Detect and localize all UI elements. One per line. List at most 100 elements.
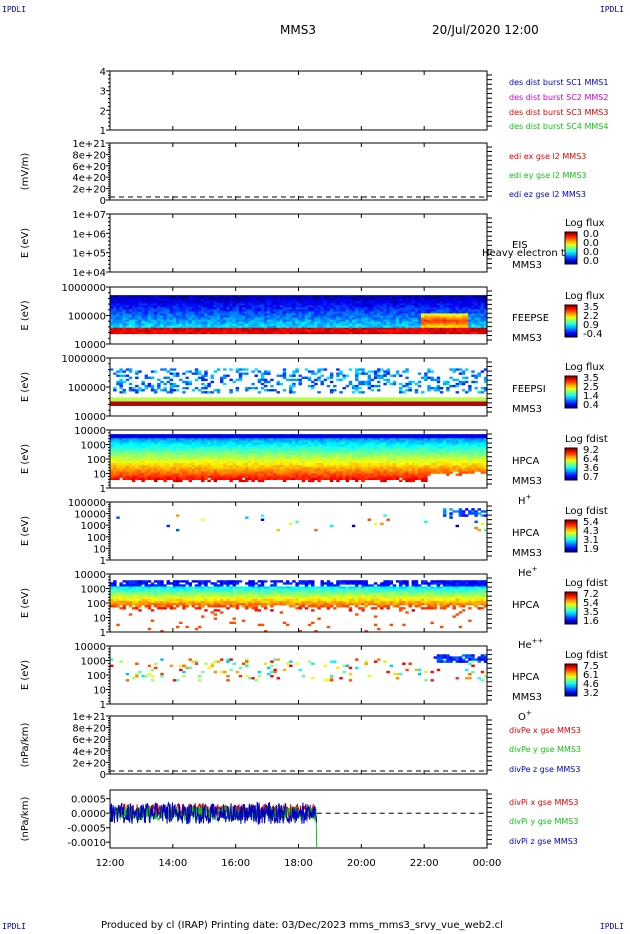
panel-hpca-o-spectrogram [110,654,488,682]
panel-divpi-legend-item: divPi x gse MMS3 [509,798,578,807]
panel-divpe-ytick-label: 1e+21 [72,712,106,723]
panel-hpca-h-species: H+ [518,493,532,507]
panel-divpe-legend-item: divPe z gse MMS3 [509,765,580,774]
panel-eis-colorbar [564,231,578,265]
x-axis-tick-label: 12:00 [96,858,125,869]
panel-eis-colorbar-tick: 0.0 [583,256,599,267]
panel-feepsi-spectrogram [110,368,488,406]
panel-des-ytick-label: 4 [100,67,106,78]
x-axis-tick-label: 00:00 [473,858,502,869]
panel-hpca-o-frame [109,645,488,705]
panel-divpe-ytick-label: 2e+20 [72,758,106,769]
panel-hpca-he-frame [109,501,488,561]
panel-hpca-hepp-colorbar-tick: 3.5 [583,607,599,618]
panel-feepse-instrument: FEEPSE [512,313,549,324]
panel-feepse-ytick-label: 1000000 [61,283,106,294]
panel-hpca-he-species: He+ [518,565,538,579]
panel-hpca-he-ylabel: E (eV) [20,516,31,546]
panel-edi-ytick-label: 6e+20 [72,162,106,173]
panel-hpca-hepp-spectrogram [110,580,488,633]
panel-hpca-he-colorbar-tick: 1.9 [583,544,599,555]
panel-hpca-he-colorbar-title: Log fdist [565,506,608,517]
panel-feepse-colorbar-tick: -0.4 [583,329,603,340]
panel-edi-ylabel: (mV/m) [20,153,31,191]
panel-hpca-hepp-colorbar-tick: 1.6 [583,616,599,627]
panel-hpca-hepp-ytick-label: 10000 [74,570,106,581]
panel-hpca-he-colorbar [564,519,578,553]
panel-edi-ytick-label: 1e+21 [72,139,106,150]
panel-hpca-h-colorbar [564,447,578,481]
panel-divpe-frame [109,715,488,775]
panel-hpca-hepp-ytick-label: 100 [87,599,106,610]
stacked-plots: 1 2 3 4 des dist burst SC1 MMS1 des dist burs… [20,67,608,869]
panel-divpi-ylabel: (nPa/km) [20,797,31,842]
panel-hpca-o-instrument: HPCA [512,672,540,683]
panel-hpca-o-colorbar-tick: 3.2 [583,688,599,699]
corner-label-tr: IPDLI [599,5,624,14]
panel-eis-ytick-label: 1e+04 [72,268,106,279]
panel-hpca-o-species: O+ [518,709,532,723]
panel-eis-colorbar-tick: 0.0 [583,229,599,240]
x-axis-tick-label: 20:00 [347,858,376,869]
panel-des-frame [109,70,488,131]
panel-divpi-legend-item: divPi z gse MMS3 [509,837,578,846]
panel-des-legend-item: des dist burst SC4 MMS4 [509,122,608,131]
panel-eis-ytick-label: 1e+06 [72,229,106,240]
panel-divpe-ytick-label: 6e+20 [72,735,106,746]
panel-edi-ytick-label: 0 [100,196,106,207]
panel-feepse-colorbar-tick: 3.5 [583,302,599,313]
panel-eis-ytick-label: 1e+05 [72,249,106,260]
panel-divpi-ytick-label: -0.0010 [67,838,106,849]
panel-feepsi-ytick-label: 10000 [74,412,106,423]
panel-hpca-h-spectrogram [110,434,488,483]
panel-feepsi-spacecraft: MMS3 [512,404,542,415]
panel-hpca-h-instrument: HPCA [512,456,540,467]
corner-label-bl: IPDLI [2,922,27,931]
panel-hpca-o-ytick-label: 10000 [74,642,106,653]
date-title: 20/Jul/2020 12:00 [432,23,539,37]
panel-hpca-o-colorbar-title: Log fdist [565,650,608,661]
panel-hpca-he-colorbar-tick: 4.3 [583,526,599,537]
panel-hpca-o-spacecraft: MMS3 [512,692,542,703]
panel-hpca-hepp-instrument: HPCA [512,600,540,611]
x-axis-tick-label: 14:00 [158,858,187,869]
panel-eis-instrument: EIS [512,240,528,251]
panel-feepsi-colorbar-tick: 3.5 [583,373,599,384]
panel-eis-spacecraft: MMS3 [512,260,542,271]
panel-feepse-spacecraft: MMS3 [512,333,542,344]
panel-eis-ylabel: E (eV) [20,228,31,258]
corner-label-br: IPDLI [599,922,624,931]
panel-hpca-h-colorbar-tick: 6.4 [583,454,599,465]
panel-hpca-he-ytick-label: 10000 [74,510,106,521]
panel-eis-overlay: Heavy electron to [482,248,571,259]
panel-hpca-hepp-colorbar-title: Log fdist [565,578,608,589]
panel-feepsi-colorbar [564,375,578,409]
panel-hpca-h-colorbar-tick: 9.2 [583,445,599,456]
panel-edi-legend-item: edi ex gse l2 MMS3 [509,152,586,161]
panel-divpi-legend-item: divPi y gse MMS3 [509,817,578,826]
panel-des-ytick-label: 2 [100,106,106,117]
panel-hpca-he-colorbar-tick: 5.4 [583,517,599,528]
panel-divpe-ytick-label: 0 [100,770,106,781]
panel-feepsi-colorbar-tick: 2.5 [583,382,599,393]
panel-hpca-he-colorbar-tick: 3.1 [583,535,599,546]
panel-hpca-hepp-species: He++ [518,637,544,651]
corner-label-tl: IPDLI [2,5,27,14]
panel-hpca-h-ytick-label: 1 [100,484,106,495]
panel-hpca-o-colorbar [564,663,578,697]
panel-hpca-o-ytick-label: 1 [100,700,106,711]
panel-feepse-spectrogram [110,295,488,335]
panel-feepse-colorbar-title: Log flux [565,291,605,302]
panel-hpca-h-spacecraft: MMS3 [512,476,542,487]
panel-divpe-legend-item: divPe x gse MMS3 [509,726,581,735]
panel-feepse-ylabel: E (eV) [20,300,31,330]
panel-hpca-hepp-colorbar-tick: 5.4 [583,598,599,609]
panel-divpe-ytick-label: 8e+20 [72,724,106,735]
panel-edi-frame [109,142,488,201]
panel-hpca-hepp-ytick-label: 1000 [81,585,106,596]
panel-hpca-he-ytick-label: 10 [93,544,106,555]
panel-hpca-o-ytick-label: 100 [87,671,106,682]
panel-hpca-hepp-ylabel: E (eV) [20,588,31,618]
panel-hpca-o-ytick-label: 10 [93,686,106,697]
panel-hpca-he-spacecraft: MMS3 [512,548,542,559]
